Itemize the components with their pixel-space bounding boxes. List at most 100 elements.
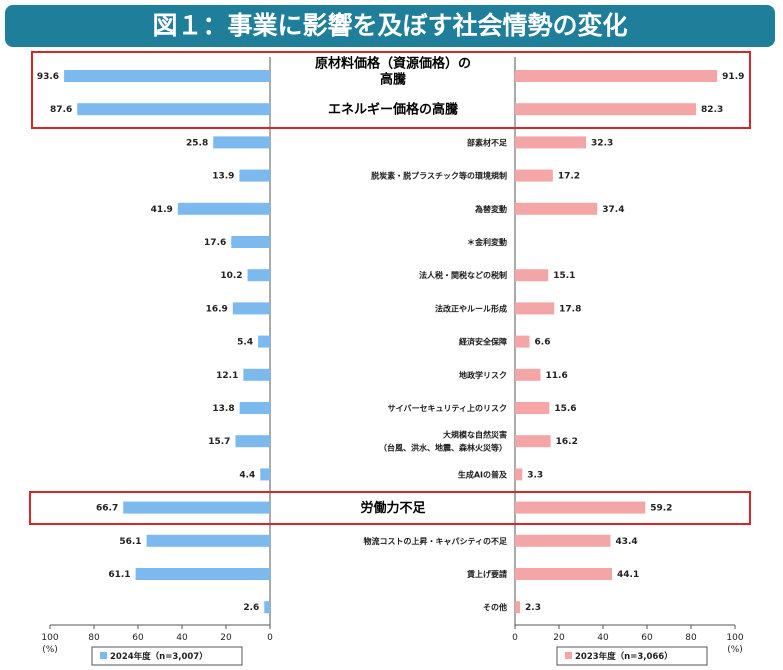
category-label: サイバーセキュリティ上のリスク bbox=[388, 403, 507, 413]
value-label-2024: 12.1 bbox=[216, 371, 238, 381]
value-label-2024: 15.7 bbox=[208, 437, 230, 447]
legend-label-2024: 2024年度（n=3,007） bbox=[110, 651, 208, 662]
bar-2023 bbox=[515, 136, 587, 149]
value-label-2024: 16.9 bbox=[206, 304, 228, 314]
bar-2024 bbox=[239, 169, 270, 182]
right-tick-label: 0 bbox=[512, 633, 518, 643]
value-label-2024: 13.9 bbox=[212, 172, 234, 182]
highlight-box-labor bbox=[29, 491, 751, 525]
left-tick-label: 100 bbox=[41, 633, 58, 643]
category-label: 法人税・関税などの税制 bbox=[419, 270, 507, 280]
right-tick-label: 20 bbox=[553, 633, 565, 643]
value-label-2024: 93.6 bbox=[37, 72, 59, 82]
bar-2023 bbox=[515, 534, 611, 547]
right-tick-label: 100 bbox=[726, 633, 743, 643]
category-label: エネルギー価格の高騰 bbox=[328, 102, 458, 118]
left-tick-label: 60 bbox=[132, 633, 144, 643]
category-label: 地政学リスク bbox=[459, 370, 507, 380]
left-tick-label: 40 bbox=[176, 633, 188, 643]
bar-2023 bbox=[515, 302, 555, 315]
bar-2024 bbox=[260, 468, 270, 481]
bar-2024 bbox=[146, 534, 270, 547]
bar-2024 bbox=[123, 501, 270, 514]
value-label-2023: 43.4 bbox=[615, 537, 637, 547]
bar-2023 bbox=[515, 402, 550, 414]
category-label: 経済安全保障 bbox=[459, 337, 507, 347]
bar-2023 bbox=[515, 468, 523, 481]
category-label: 法改正やルール形成 bbox=[435, 303, 507, 313]
value-label-2024: 25.8 bbox=[186, 138, 208, 148]
bar-2024 bbox=[77, 103, 270, 116]
value-label-2024: 61.1 bbox=[108, 570, 130, 580]
right-tick-label: 60 bbox=[641, 633, 653, 643]
bar-2024 bbox=[177, 202, 270, 215]
bar-2024 bbox=[247, 269, 270, 282]
bar-2024 bbox=[235, 435, 270, 448]
category-label: 脱炭素・脱プラスチック等の環境規制 bbox=[371, 171, 507, 181]
bar-2023 bbox=[515, 335, 530, 348]
category-label: 部素材不足 bbox=[467, 137, 508, 147]
value-label-2023: 17.8 bbox=[559, 304, 581, 314]
value-label-2023: 91.9 bbox=[722, 72, 744, 82]
category-label: 賃上げ要請 bbox=[466, 569, 507, 579]
right-unit-label: (%) bbox=[727, 645, 743, 655]
value-label-2024: 17.6 bbox=[204, 238, 226, 248]
value-label-2023: 6.6 bbox=[535, 338, 551, 348]
highlight-box-prices bbox=[31, 51, 751, 129]
bar-2023 bbox=[515, 269, 549, 282]
bar-2024 bbox=[64, 70, 270, 82]
left-tick-label: 80 bbox=[88, 633, 100, 643]
value-label-2023: 82.3 bbox=[701, 105, 723, 115]
category-label: ＊金利変動 bbox=[467, 237, 507, 247]
legend-label-2023: 2023年度（n=3,066） bbox=[575, 651, 673, 662]
bar-2023 bbox=[515, 169, 553, 182]
value-label-2024: 56.1 bbox=[119, 537, 141, 547]
legend-box-2024 bbox=[91, 646, 243, 666]
bar-2023 bbox=[515, 501, 646, 514]
right-tick-label: 80 bbox=[685, 633, 697, 643]
left-tick-label: 20 bbox=[220, 633, 232, 643]
category-label: 労働力不足 bbox=[360, 500, 426, 516]
bar-2024 bbox=[264, 601, 270, 614]
value-label-2024: 2.6 bbox=[243, 603, 259, 613]
value-label-2024: 10.2 bbox=[220, 271, 242, 281]
value-label-2024: 5.4 bbox=[237, 338, 253, 348]
bar-2023 bbox=[515, 202, 598, 215]
value-label-2023: 15.6 bbox=[554, 404, 576, 414]
bar-2023 bbox=[515, 601, 521, 614]
category-label: 原材料価格（資源価格）の bbox=[315, 56, 471, 72]
bar-2024 bbox=[232, 302, 270, 315]
value-label-2023: 2.3 bbox=[525, 603, 541, 613]
category-label: （台風、洪水、地震、森林火災等） bbox=[379, 443, 507, 453]
value-label-2023: 17.2 bbox=[558, 172, 580, 182]
bar-2024 bbox=[258, 335, 270, 348]
legend-swatch-2023 bbox=[565, 652, 572, 659]
legend-box-2023 bbox=[556, 646, 708, 666]
value-label-2024: 87.6 bbox=[50, 105, 72, 115]
legend-swatch-2024 bbox=[100, 652, 107, 659]
value-label-2024: 41.9 bbox=[151, 205, 173, 215]
category-label: その他 bbox=[483, 602, 507, 612]
bar-2023 bbox=[515, 368, 541, 381]
bar-2024 bbox=[213, 136, 270, 149]
value-label-2023: 3.3 bbox=[527, 470, 543, 480]
category-label: 生成AIの普及 bbox=[458, 469, 508, 479]
value-label-2023: 11.6 bbox=[546, 371, 568, 381]
value-label-2023: 44.1 bbox=[617, 570, 639, 580]
bar-2023 bbox=[515, 103, 697, 116]
bar-2023 bbox=[515, 568, 613, 580]
bar-2023 bbox=[515, 435, 551, 448]
value-label-2023: 15.1 bbox=[553, 271, 575, 281]
bar-2023 bbox=[515, 70, 718, 82]
value-label-2023: 16.2 bbox=[556, 437, 578, 447]
value-label-2024: 66.7 bbox=[96, 504, 118, 514]
category-label: 物流コストの上昇・キャパシティの不足 bbox=[363, 536, 508, 546]
left-tick-label: 0 bbox=[267, 633, 273, 643]
bar-2024 bbox=[243, 368, 270, 381]
value-label-2023: 37.4 bbox=[602, 205, 624, 215]
value-label-2024: 13.8 bbox=[212, 404, 234, 414]
page-title: 図１：事業に影響を及ぼす社会情勢の変化 bbox=[5, 5, 775, 47]
left-unit-label: (%) bbox=[42, 645, 58, 655]
value-label-2023: 59.2 bbox=[650, 504, 672, 514]
